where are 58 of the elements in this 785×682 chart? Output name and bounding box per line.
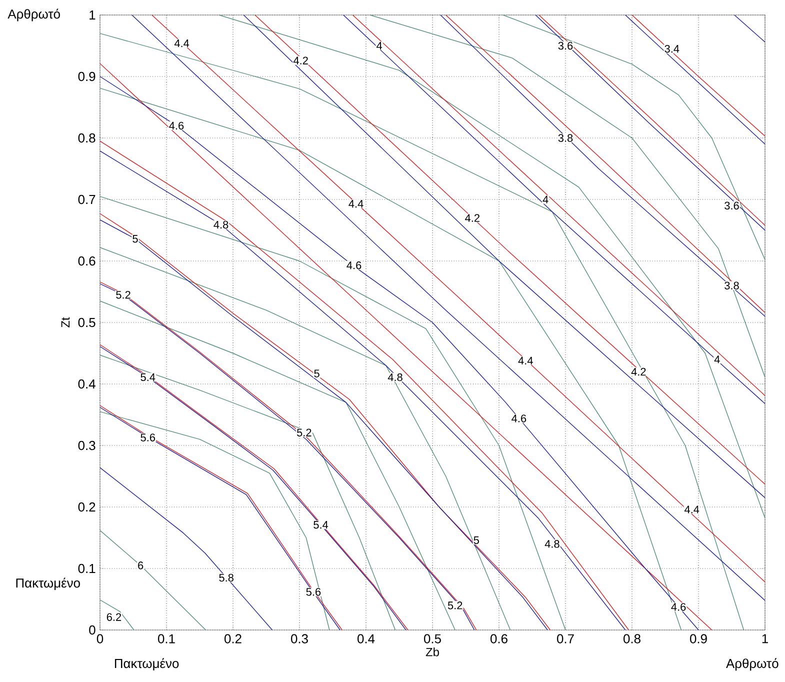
annotation: 4.4 [684,506,700,514]
annotation: 4.4 [518,356,533,364]
x-tick-label: 0 [96,634,104,644]
annotation: 5.8 [219,574,234,582]
annotation: 3.6 [558,42,573,50]
y-tick-label: 0.5 [78,318,96,328]
text: Αρθρωτό [8,8,60,22]
x-tick-label: 0.7 [557,634,574,644]
y-tick-label: 0.6 [78,256,96,266]
x-tick-label: 0.1 [158,634,175,644]
x-tick-label: 0.5 [424,634,441,644]
annotation: 4.4 [348,200,364,208]
y-tick-label: 0.3 [78,440,96,450]
y-tick-label: 0.7 [78,194,96,204]
annotation: 4.4 [174,40,190,48]
annotation: 4.8 [388,373,402,382]
annotation: 6 [138,562,144,570]
y-tick-label: 0.2 [78,502,96,512]
y-tick-label: 0.4 [78,379,96,389]
annotation: 4 [542,196,548,204]
x-tick-label: 0.3 [291,634,308,644]
annotation: 5 [132,235,138,243]
annotation: 4.2 [631,368,646,376]
y-tick-label: 0.8 [78,133,96,143]
x-tick-label: 1 [762,634,768,644]
x-tick-label: 0.9 [690,634,707,644]
annotation: 3.8 [558,134,573,142]
annotation: 4 [376,42,382,50]
text: Πακτωμένο [114,658,179,670]
annotation: 3.4 [664,44,680,53]
y-tick-label: 1 [90,10,96,20]
y-axis-title: Zt [61,317,70,328]
annotation: 3.8 [724,282,739,290]
annotation: 5.2 [296,428,312,436]
x-tick-label: 0.4 [358,634,375,644]
annotation: 6.2 [106,613,122,621]
y-tick-label: 0 [89,625,96,635]
annotation: 4.2 [293,56,308,64]
line-series [502,14,766,260]
x-axis-title: Zb [426,648,439,656]
x-tick-label: 0.8 [624,634,640,644]
y-tick-label: 0.1 [78,564,96,574]
annotation: 5.6 [306,588,321,596]
annotation: 4.6 [512,414,526,422]
annotation: 5 [314,370,320,378]
line-series [100,467,273,630]
x-tick-label: 0.2 [224,634,242,644]
annotation: 5 [474,536,479,544]
annotation: 3.6 [724,202,739,210]
x-tick-label: 0.6 [490,634,508,644]
annotation: 4.2 [465,214,480,222]
annotation: 4.6 [671,603,686,611]
text: Πακτωμένο [16,578,80,590]
annotation: 5.2 [448,602,462,610]
text: Αρθρωτό [726,658,778,671]
y-tick-label: 0.9 [78,72,96,82]
annotation: 4 [714,356,720,364]
annotation: 4.8 [544,540,560,548]
